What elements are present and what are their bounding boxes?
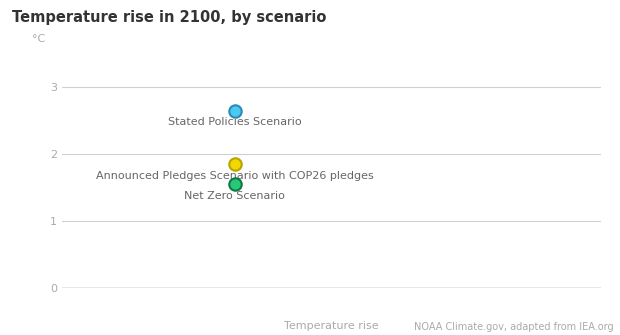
Text: Announced Pledges Scenario with COP26 pledges: Announced Pledges Scenario with COP26 pl… <box>95 171 373 181</box>
Text: Stated Policies Scenario: Stated Policies Scenario <box>168 117 301 127</box>
Text: Net Zero Scenario: Net Zero Scenario <box>184 191 285 201</box>
Point <box>229 108 239 113</box>
Text: Temperature rise: Temperature rise <box>285 321 379 331</box>
Point <box>229 161 239 167</box>
Text: Temperature rise in 2100, by scenario: Temperature rise in 2100, by scenario <box>12 10 327 25</box>
Text: °C: °C <box>32 34 46 44</box>
Point <box>229 182 239 187</box>
Text: NOAA Climate.gov, adapted from IEA.org: NOAA Climate.gov, adapted from IEA.org <box>414 322 614 332</box>
